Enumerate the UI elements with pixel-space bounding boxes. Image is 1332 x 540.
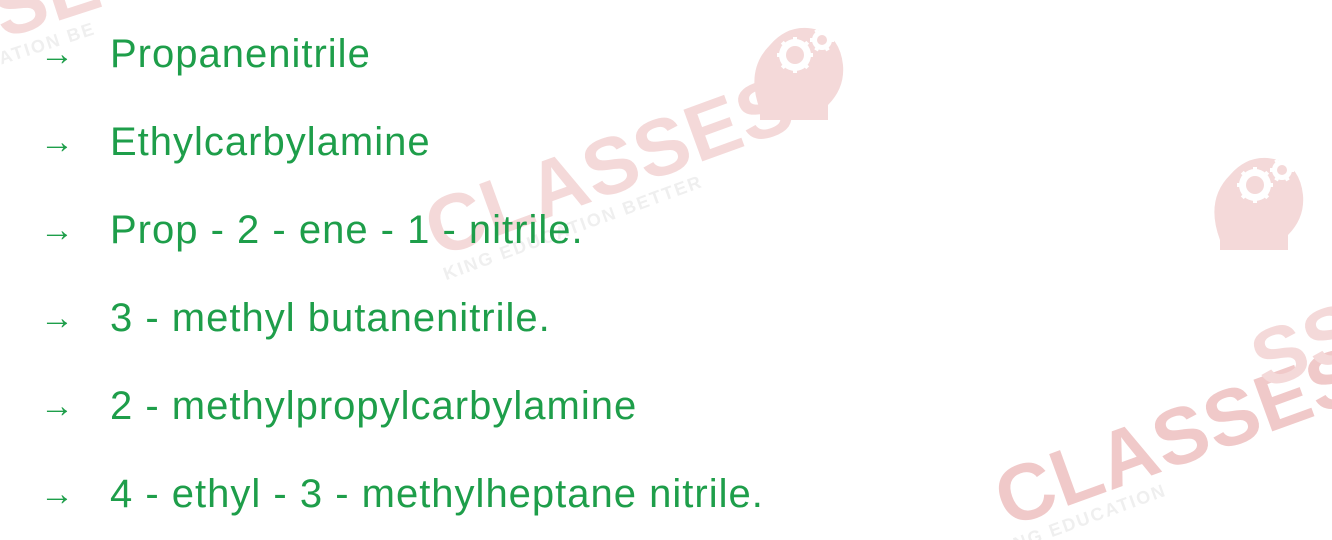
list-item: → 3 - methyl butanenitrile. <box>40 274 764 362</box>
list-item: → Prop - 2 - ene - 1 - nitrile. <box>40 186 764 274</box>
arrow-icon: → <box>40 299 110 338</box>
item-text: 2 - methylpropylcarbylamine <box>110 384 637 429</box>
list-item: → 2 - methylpropylcarbylamine <box>40 362 764 450</box>
list-item: → 4 - ethyl - 3 - methylheptane nitrile. <box>40 450 764 538</box>
arrow-icon: → <box>40 211 110 250</box>
item-text: Propanenitrile <box>110 32 371 77</box>
watermark-text-big: SSE <box>1243 274 1332 397</box>
watermark-text-big: CLASSES <box>986 337 1332 536</box>
handwritten-list: → Propanenitrile → Ethylcarbylamine → Pr… <box>40 10 764 538</box>
watermark: SSE <box>1243 274 1332 397</box>
watermark-text-small: NG EDUCATION <box>1011 405 1332 540</box>
arrow-icon: → <box>40 475 110 514</box>
item-text: Prop - 2 - ene - 1 - nitrile. <box>110 208 584 253</box>
list-item: → Ethylcarbylamine <box>40 98 764 186</box>
arrow-icon: → <box>40 35 110 74</box>
page: SSESDUCATION BECLASSESKING EDUCATION BET… <box>0 0 1332 540</box>
arrow-icon: → <box>40 387 110 426</box>
item-text: 3 - methyl butanenitrile. <box>110 296 551 341</box>
item-text: 4 - ethyl - 3 - methylheptane nitrile. <box>110 472 764 517</box>
list-item: → Propanenitrile <box>40 10 764 98</box>
gear-head-icon <box>1200 140 1320 255</box>
item-text: Ethylcarbylamine <box>110 120 431 165</box>
watermark: CLASSESNG EDUCATION <box>986 337 1332 540</box>
arrow-icon: → <box>40 123 110 162</box>
